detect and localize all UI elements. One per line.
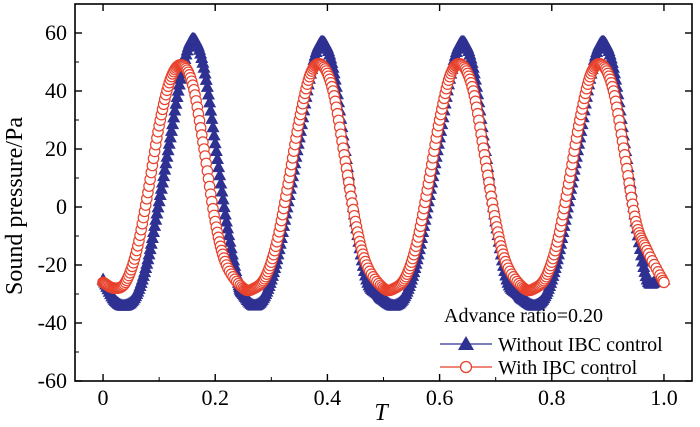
series-with-ibc — [97, 57, 670, 297]
legend: Advance ratio=0.20 Without IBC control W… — [440, 305, 663, 379]
data-point — [152, 194, 166, 207]
legend-label-with-ibc: With IBC control — [498, 357, 638, 379]
data-point — [171, 83, 185, 96]
data-point — [200, 79, 214, 92]
data-point — [636, 254, 650, 267]
data-point — [161, 143, 175, 156]
data-point — [221, 221, 235, 234]
y-tick-label: 20 — [45, 136, 67, 161]
legend-title: Advance ratio=0.20 — [444, 305, 603, 327]
data-point — [148, 218, 162, 231]
x-tick-label: 0.4 — [314, 385, 342, 410]
data-point — [214, 176, 228, 189]
data-point — [167, 110, 181, 123]
data-point — [205, 111, 219, 124]
data-point — [203, 95, 217, 108]
data-point — [223, 234, 237, 247]
y-tick-label: -20 — [38, 252, 67, 277]
y-axis: -60 -40 -20 0 20 40 60 — [38, 3, 692, 393]
data-point — [156, 175, 170, 188]
data-point — [170, 90, 184, 103]
legend-triangle-marker — [458, 336, 474, 350]
data-point — [208, 136, 222, 149]
data-point — [217, 200, 231, 213]
data-point — [218, 207, 232, 220]
data-point — [159, 156, 173, 169]
data-point — [216, 192, 230, 205]
x-tick-label: 0 — [98, 385, 109, 410]
data-point — [224, 241, 238, 254]
data-point — [198, 66, 212, 79]
data-point — [164, 123, 178, 136]
y-axis-label: Sound pressure/Pa — [2, 117, 28, 295]
data-point — [150, 206, 164, 219]
y-tick-label: 60 — [45, 20, 67, 45]
legend-item-with-ibc: With IBC control — [440, 357, 638, 379]
data-point — [209, 144, 223, 157]
x-tick-label: 1.0 — [650, 385, 678, 410]
x-tick-label: 0.8 — [538, 385, 566, 410]
data-point — [199, 72, 213, 85]
data-point — [206, 120, 220, 133]
data-point — [222, 228, 236, 241]
data-point — [201, 87, 215, 100]
data-point — [163, 130, 177, 143]
data-point — [166, 117, 180, 130]
y-tick-label: 40 — [45, 78, 67, 103]
data-point — [157, 169, 171, 182]
data-point — [210, 151, 224, 164]
data-point — [204, 103, 218, 116]
data-point — [219, 214, 233, 227]
legend-label-without-ibc: Without IBC control — [498, 334, 663, 356]
data-point — [207, 128, 221, 141]
legend-item-without-ibc: Without IBC control — [440, 334, 663, 356]
data-point — [169, 96, 183, 109]
data-point — [151, 200, 165, 213]
data-point — [658, 276, 670, 289]
x-axis: 0 0.2 0.4 0.6 0.8 1.0 — [98, 4, 678, 410]
series-layer — [96, 31, 671, 311]
y-tick-label: -40 — [38, 310, 67, 335]
data-point — [212, 160, 226, 173]
x-axis-label: T — [374, 400, 389, 426]
data-point — [215, 184, 229, 197]
x-tick-label: 0.2 — [201, 385, 229, 410]
data-point — [158, 162, 172, 175]
data-point — [197, 60, 211, 73]
data-point — [160, 149, 174, 162]
legend-circle-marker — [459, 360, 473, 374]
data-point — [168, 103, 182, 116]
data-point — [147, 225, 161, 238]
data-point — [149, 212, 163, 225]
data-point — [154, 181, 168, 194]
y-tick-label: -60 — [38, 368, 67, 393]
y-tick-label: 0 — [56, 194, 67, 219]
data-point — [153, 188, 167, 201]
x-tick-label: 0.6 — [426, 385, 454, 410]
data-point — [213, 168, 227, 181]
data-point — [162, 136, 176, 149]
